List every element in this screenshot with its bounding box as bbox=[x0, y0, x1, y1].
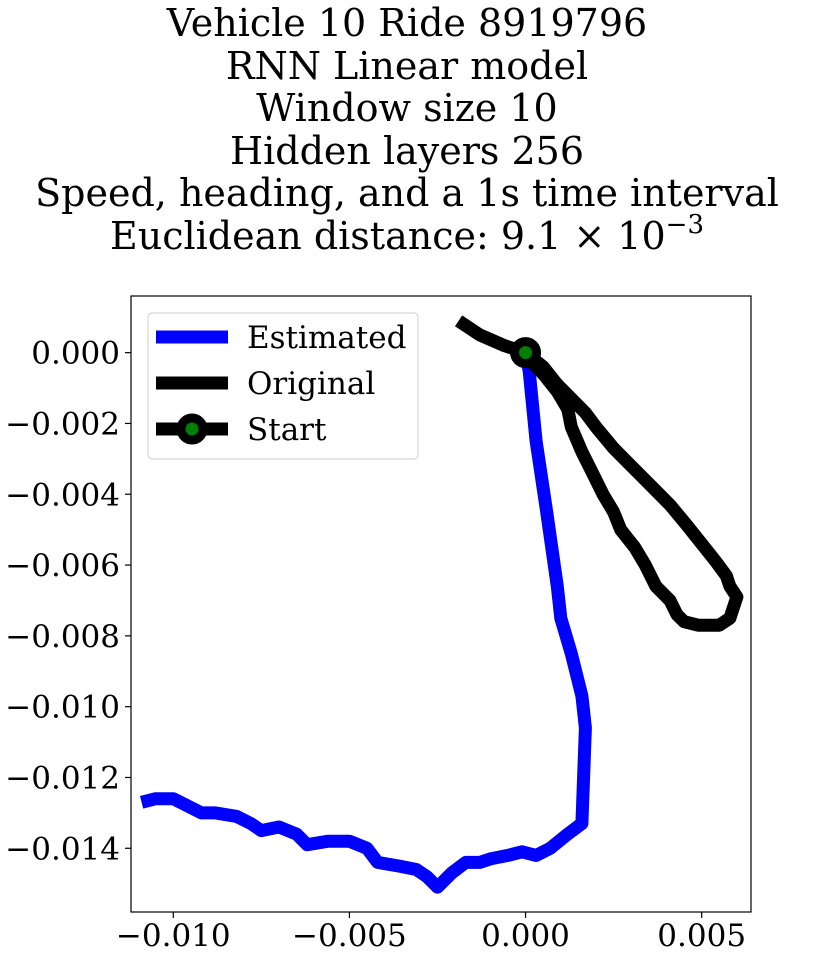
y-tick-label: −0.002 bbox=[5, 406, 120, 442]
distance-exponent: −3 bbox=[665, 209, 704, 240]
x-axis: −0.010 −0.005 0.000 0.005 bbox=[116, 912, 746, 954]
x-tick-label: 0.005 bbox=[657, 918, 746, 954]
distance-mantissa: 9.1 bbox=[500, 213, 562, 258]
legend-label-estimated: Estimated bbox=[247, 320, 406, 356]
legend: Estimated Original Start bbox=[147, 312, 419, 460]
legend-label-original: Original bbox=[247, 366, 375, 402]
legend-marker-start bbox=[176, 413, 208, 445]
lines-layer bbox=[139, 315, 744, 894]
y-tick-label: −0.010 bbox=[5, 690, 120, 726]
y-axis: 0.000 −0.002 −0.004 −0.006 −0.008 −0.010 −0.01… bbox=[5, 336, 131, 867]
distance-label: Euclidean distance: bbox=[110, 213, 501, 258]
title-line: Vehicle 10 Ride 8919796 bbox=[166, 1, 648, 45]
series-line-estimated bbox=[139, 351, 592, 894]
marker-layer bbox=[510, 337, 542, 369]
chart-title: Vehicle 10 Ride 8919796 RNN Linear model… bbox=[0, 0, 814, 257]
title-line-distance: Euclidean distance: 9.1 × 10−3 bbox=[0, 212, 814, 258]
series-line-original bbox=[454, 315, 744, 632]
times-sign: × 10 bbox=[561, 213, 666, 258]
y-tick-label: −0.014 bbox=[5, 831, 120, 867]
legend-label-start: Start bbox=[247, 412, 327, 448]
y-tick-label: −0.006 bbox=[5, 548, 120, 584]
x-tick-label: 0.000 bbox=[481, 918, 570, 954]
start-marker bbox=[510, 337, 542, 369]
y-tick-label: −0.008 bbox=[5, 619, 120, 655]
x-tick-label: −0.005 bbox=[292, 918, 407, 954]
y-tick-label: −0.012 bbox=[5, 760, 120, 796]
y-tick-label: 0.000 bbox=[31, 336, 120, 372]
y-tick-label: −0.004 bbox=[5, 477, 120, 513]
title-line: RNN Linear model bbox=[225, 43, 589, 88]
title-line: Speed, heading, and a 1s time interval bbox=[35, 171, 779, 215]
title-line: Hidden layers 256 bbox=[229, 128, 585, 173]
plot-frame bbox=[130, 295, 752, 913]
title-line: Window size 10 bbox=[256, 86, 558, 130]
x-tick-label: −0.010 bbox=[116, 918, 231, 954]
